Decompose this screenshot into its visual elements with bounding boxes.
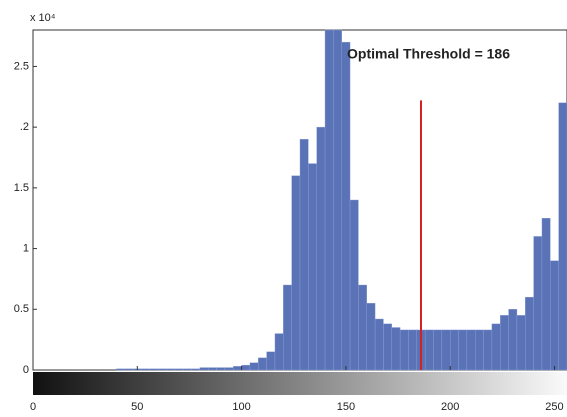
bar [459,330,467,370]
gray-colorbar [33,372,567,395]
bar [250,363,258,370]
bar [141,369,149,370]
bar [525,297,533,370]
bar [383,324,391,370]
bar [242,365,250,370]
bar [258,358,266,370]
x-tick-label: 250 [545,401,563,413]
bar [317,127,325,370]
bar [450,330,458,370]
bar [517,315,525,370]
bar [292,176,300,370]
bar [192,369,200,370]
bar [492,324,500,370]
bar [125,369,133,370]
bar [434,330,442,370]
bar [158,369,166,370]
x-tick-label: 150 [337,401,355,413]
bar [275,334,283,370]
bar [542,218,550,370]
bar [350,200,358,370]
bar [550,261,558,370]
bar [325,30,333,370]
bar [559,103,567,370]
bar [475,330,483,370]
bar [150,369,158,370]
bar [217,368,225,370]
bar [442,330,450,370]
bar [358,285,366,370]
bar [116,369,124,370]
bar [342,42,350,370]
bar [400,330,408,370]
bar [283,285,291,370]
bar [500,315,508,370]
bar [308,164,316,370]
bar [467,330,475,370]
bar [392,328,400,371]
bar [484,330,492,370]
bar [333,30,341,370]
y-tick-label: .2 [20,121,29,133]
x-tick-label: 0 [30,401,36,413]
bar [375,319,383,370]
x-tick-label: 100 [232,401,250,413]
bar [509,309,517,370]
y-tick-label: 0 [23,364,29,376]
bar [425,330,433,370]
bar [208,368,216,370]
y-tick-label: 0.5 [14,303,29,315]
bar [300,139,308,370]
annotation: Optimal Threshold = 186 [347,46,510,62]
bar [225,368,233,370]
bar [183,369,191,370]
bar [534,236,542,370]
y-tick-label: 1 [23,242,29,254]
y-tick-label: 1.5 [14,182,29,194]
x-tick-label: 50 [131,401,143,413]
bar [175,369,183,370]
bar [233,366,241,370]
bar [367,303,375,370]
x-tick-label: 200 [441,401,459,413]
bar [167,369,175,370]
chart: x 10⁴ 0 0.5 1 1.5 .2 2.5 0 50 100 150 200 250 Optima… [0,0,567,417]
bar [200,368,208,370]
y-tick-label: 2.5 [14,60,29,72]
bar [267,352,275,370]
bar [408,330,416,370]
y-multiplier: x 10⁴ [30,12,56,24]
